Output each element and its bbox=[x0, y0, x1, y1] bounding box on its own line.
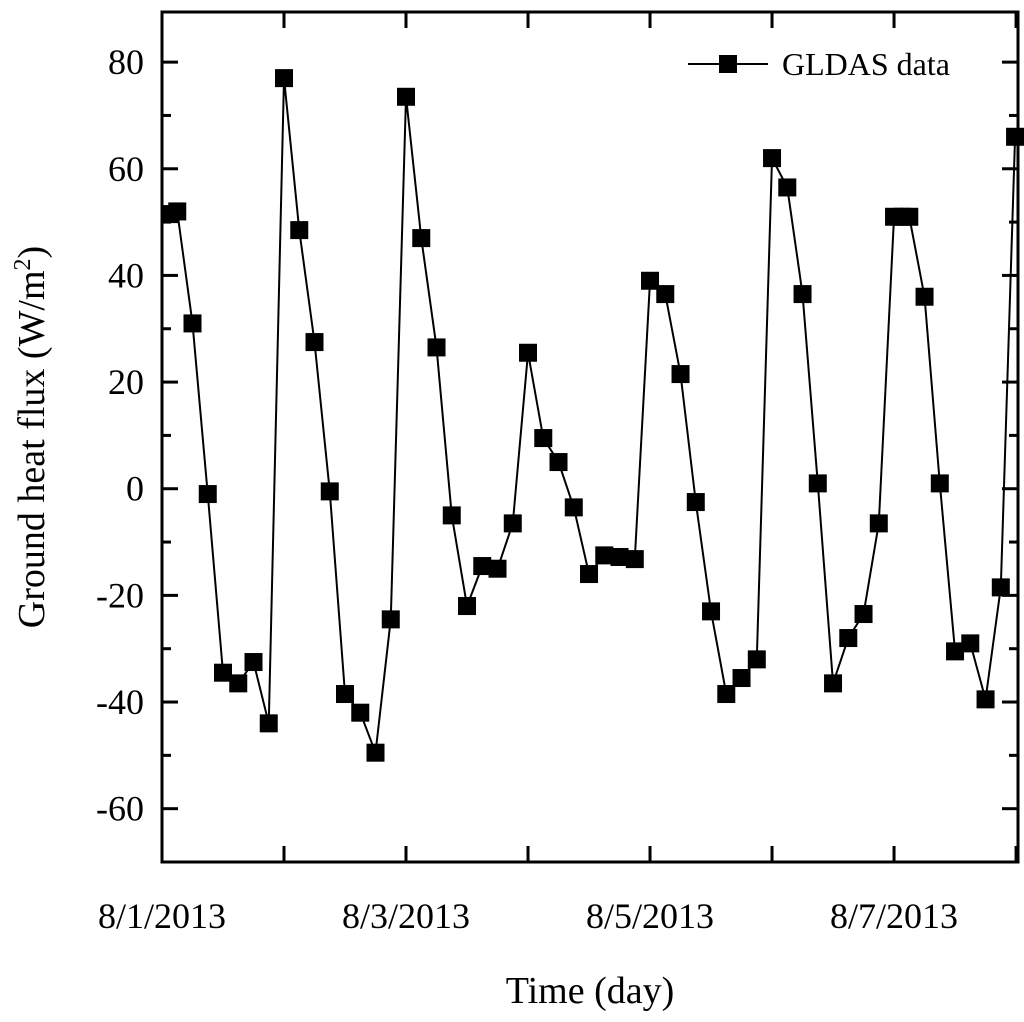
data-point bbox=[671, 365, 690, 384]
data-point bbox=[519, 343, 538, 362]
legend-marker bbox=[719, 55, 737, 73]
data-point bbox=[488, 559, 507, 578]
data-point bbox=[824, 674, 843, 693]
data-point bbox=[1006, 127, 1024, 146]
data-point bbox=[275, 69, 294, 88]
x-tick-label: 8/1/2013 bbox=[98, 896, 226, 936]
data-point bbox=[869, 514, 888, 533]
data-point bbox=[412, 229, 431, 248]
data-point bbox=[381, 610, 400, 629]
data-point bbox=[320, 482, 339, 501]
data-point bbox=[610, 547, 629, 566]
data-point bbox=[778, 178, 797, 197]
x-tick-label: 8/5/2013 bbox=[586, 896, 714, 936]
x-axis-label: Time (day) bbox=[506, 970, 675, 1012]
data-point bbox=[198, 485, 217, 504]
y-axis-label-end: ) bbox=[11, 246, 53, 259]
data-point bbox=[427, 338, 446, 357]
data-point bbox=[625, 550, 644, 569]
data-point bbox=[305, 333, 324, 352]
data-point bbox=[229, 674, 248, 693]
plot-frame bbox=[160, 10, 1020, 864]
data-point bbox=[351, 703, 370, 722]
data-point bbox=[366, 743, 385, 762]
data-point bbox=[930, 474, 949, 493]
data-point bbox=[793, 285, 812, 304]
data-point bbox=[900, 207, 919, 226]
data-point bbox=[595, 546, 614, 565]
y-tick-label: 0 bbox=[126, 469, 144, 509]
data-point bbox=[641, 271, 660, 290]
data-point bbox=[702, 602, 721, 621]
data-point bbox=[290, 221, 309, 240]
y-tick-label: -60 bbox=[96, 789, 144, 829]
data-point bbox=[503, 514, 522, 533]
data-point bbox=[946, 642, 965, 661]
data-point bbox=[854, 605, 873, 624]
data-point bbox=[991, 578, 1010, 597]
data-point bbox=[183, 314, 202, 333]
data-point bbox=[244, 653, 263, 672]
y-axis-label-sup: 2 bbox=[10, 258, 36, 270]
data-point bbox=[656, 285, 675, 304]
data-point bbox=[168, 202, 187, 221]
data-point bbox=[549, 453, 568, 472]
x-tick-label: 8/3/2013 bbox=[342, 896, 470, 936]
data-point bbox=[686, 493, 705, 512]
y-tick-label: 60 bbox=[108, 149, 144, 189]
x-tick-label: 8/7/2013 bbox=[830, 896, 958, 936]
data-point bbox=[961, 634, 980, 653]
data-point bbox=[214, 663, 233, 682]
data-point bbox=[808, 474, 827, 493]
y-tick-label: -40 bbox=[96, 682, 144, 722]
data-point bbox=[839, 629, 858, 648]
data-point bbox=[397, 87, 416, 106]
data-point bbox=[915, 287, 934, 306]
data-point bbox=[763, 149, 782, 168]
data-point bbox=[336, 685, 355, 704]
data-point bbox=[580, 565, 599, 584]
data-point bbox=[732, 669, 751, 688]
y-tick-label: 40 bbox=[108, 255, 144, 295]
data-point bbox=[717, 685, 736, 704]
data-point bbox=[473, 557, 492, 576]
data-point bbox=[442, 506, 461, 525]
y-tick-label: 80 bbox=[108, 42, 144, 82]
data-point bbox=[259, 714, 278, 733]
data-point bbox=[976, 690, 995, 709]
y-tick-label: -20 bbox=[96, 575, 144, 615]
y-axis-label-text: Ground heat flux (W/m bbox=[11, 270, 53, 628]
y-axis-label: Ground heat flux (W/m2) bbox=[10, 246, 53, 628]
legend-label: GLDAS data bbox=[782, 46, 950, 82]
data-point bbox=[534, 429, 553, 448]
data-point bbox=[458, 597, 477, 616]
data-point bbox=[747, 650, 766, 669]
data-point bbox=[564, 498, 583, 517]
series-line bbox=[169, 78, 1017, 754]
y-tick-label: 20 bbox=[108, 362, 144, 402]
